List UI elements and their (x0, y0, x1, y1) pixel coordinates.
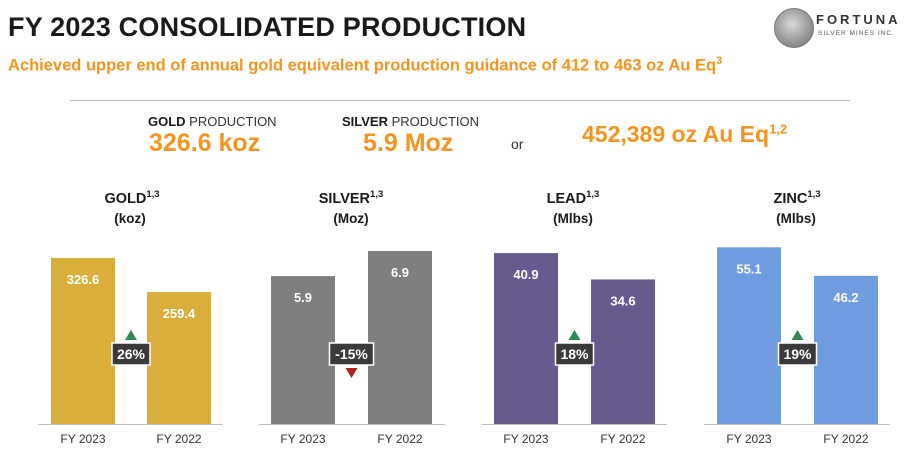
total-value-text: 452,389 oz Au Eq (582, 121, 770, 147)
x-tick-label: FY 2023 (726, 432, 771, 446)
x-tick-label: FY 2022 (156, 432, 201, 446)
bar-lead-fy2023 (494, 253, 558, 424)
silver-label-rest: PRODUCTION (388, 114, 479, 129)
data-label-lead: 40.9 (513, 267, 538, 282)
chart-title-sup: 1,3 (807, 189, 821, 200)
bar-silver-fy2022 (368, 251, 432, 424)
change-label-silver: -15% (335, 346, 368, 362)
chart-title-text: SILVER (318, 190, 371, 207)
gold-equivalent-total: 452,389 oz Au Eq1,2 (582, 121, 787, 148)
up-arrow-icon (125, 330, 137, 340)
bar-gold-fy2022 (147, 292, 211, 424)
chart-title-silver: SILVER1,3 (291, 189, 411, 207)
logo-seal-icon (774, 8, 814, 48)
data-label-lead: 34.6 (610, 293, 635, 308)
subtitle-footnote: 3 (716, 55, 723, 67)
gold-production-value: 326.6 koz (149, 129, 261, 157)
chart-title-zinc: ZINC1,3 (737, 189, 857, 207)
up-arrow-icon (568, 330, 581, 340)
chart-title-text: ZINC (773, 190, 808, 207)
chart-title-gold: GOLD1,3 (72, 189, 192, 207)
up-arrow-icon (791, 330, 804, 340)
down-arrow-icon (345, 368, 358, 378)
logo-tagline: SILVER MINES INC. (818, 30, 895, 37)
x-tick-label: FY 2023 (60, 432, 105, 446)
chart-title-lead: LEAD1,3 (513, 189, 633, 207)
total-footnote: 1,2 (769, 121, 788, 137)
chart-unit-gold: (koz) (114, 211, 146, 226)
data-label-gold: 259.4 (163, 306, 196, 321)
page-subtitle: Achieved upper end of annual gold equiva… (8, 55, 722, 76)
change-label-gold: 26% (117, 346, 146, 362)
chart-unit-zinc: (Mlbs) (776, 211, 816, 226)
data-label-silver: 5.9 (294, 290, 312, 305)
data-label-zinc: 55.1 (736, 261, 761, 276)
silver-production-value: 5.9 Moz (363, 129, 454, 157)
x-tick-label: FY 2023 (503, 432, 548, 446)
subtitle-text: Achieved upper end of annual gold equiva… (8, 56, 717, 75)
data-label-zinc: 46.2 (833, 290, 858, 305)
silver-label-bold: SILVER (342, 114, 388, 129)
bar-zinc-fy2023 (717, 247, 781, 424)
x-tick-label: FY 2023 (280, 432, 325, 446)
or-separator: or (511, 136, 524, 152)
page-title: FY 2023 CONSOLIDATED PRODUCTION (8, 12, 527, 42)
gold-production-label: GOLD PRODUCTION (148, 114, 277, 129)
chart-unit-silver: (Moz) (333, 211, 369, 226)
change-label-lead: 18% (560, 346, 589, 362)
bar-lead-fy2022 (591, 279, 655, 424)
change-badge-zinc (777, 342, 818, 366)
change-badge-gold (111, 342, 151, 366)
data-label-silver: 6.9 (391, 265, 409, 280)
chart-title-sup: 1,3 (586, 189, 600, 200)
x-tick-label: FY 2022 (823, 432, 868, 446)
bar-zinc-fy2022 (814, 275, 878, 424)
change-badge-lead (554, 342, 595, 366)
x-tick-label: FY 2022 (600, 432, 645, 446)
chart-title-text: LEAD (546, 190, 587, 207)
divider-line (70, 100, 850, 101)
bar-silver-fy2023 (271, 276, 335, 424)
logo-name: FORTUNA (816, 12, 901, 27)
gold-label-bold: GOLD (148, 114, 186, 129)
change-badge-silver (328, 342, 375, 366)
silver-production-label: SILVER PRODUCTION (342, 114, 479, 129)
x-tick-label: FY 2022 (377, 432, 422, 446)
chart-title-text: GOLD (104, 190, 147, 207)
company-logo: FORTUNA SILVER MINES INC. (774, 8, 914, 48)
gold-label-rest: PRODUCTION (185, 114, 277, 129)
data-label-gold: 326.6 (67, 272, 100, 287)
chart-unit-lead: (Mlbs) (553, 211, 593, 226)
bar-gold-fy2023 (51, 257, 115, 424)
chart-title-sup: 1,3 (146, 189, 160, 200)
chart-title-sup: 1,3 (370, 189, 384, 200)
change-label-zinc: 19% (783, 346, 812, 362)
